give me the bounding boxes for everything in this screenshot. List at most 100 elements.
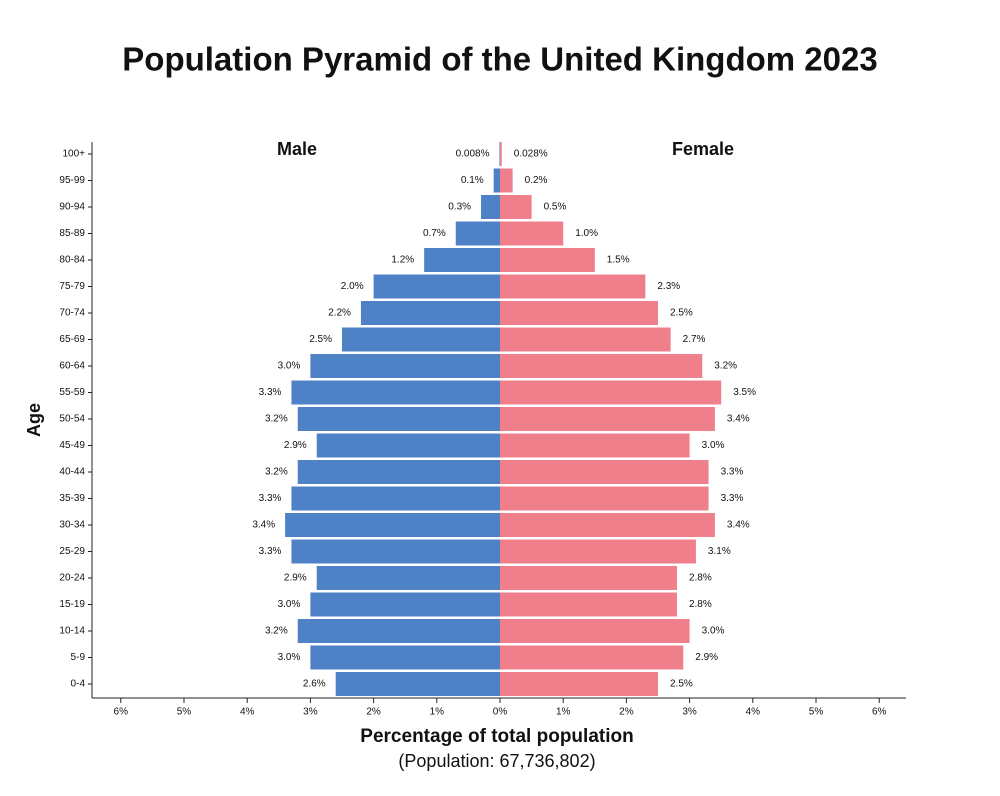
bar bbox=[500, 407, 715, 431]
x-tick-label: 4% bbox=[240, 707, 255, 718]
bar bbox=[335, 672, 500, 696]
value-label: 3.3% bbox=[259, 546, 282, 557]
legend-female: Female bbox=[672, 139, 734, 159]
value-label: 1.2% bbox=[391, 255, 414, 266]
value-label: 3.5% bbox=[733, 387, 756, 398]
bar bbox=[455, 221, 500, 246]
bar bbox=[316, 566, 500, 590]
y-tick-label: 75-79 bbox=[59, 281, 85, 292]
bar bbox=[500, 513, 715, 537]
y-tick-label: 10-14 bbox=[59, 626, 85, 637]
x-axis-label: Percentage of total population bbox=[360, 726, 633, 747]
y-tick-label: 50-54 bbox=[59, 414, 85, 425]
value-label: 3.0% bbox=[278, 652, 301, 663]
bar bbox=[424, 248, 500, 272]
value-label: 3.3% bbox=[721, 493, 744, 504]
bar bbox=[500, 592, 677, 617]
y-tick-label: 45-49 bbox=[59, 440, 85, 451]
y-tick-label: 95-99 bbox=[59, 175, 85, 186]
y-tick-label: 100+ bbox=[62, 149, 85, 160]
value-label: 3.3% bbox=[259, 493, 282, 504]
y-tick-label: 40-44 bbox=[59, 467, 85, 478]
value-label: 2.0% bbox=[341, 281, 364, 292]
bar bbox=[500, 486, 709, 511]
value-label: 3.0% bbox=[702, 626, 725, 637]
bar bbox=[297, 619, 500, 643]
bar bbox=[500, 142, 502, 166]
bar bbox=[500, 645, 684, 670]
bar bbox=[500, 539, 696, 564]
value-label: 3.0% bbox=[702, 440, 725, 451]
x-tick-label: 5% bbox=[177, 707, 192, 718]
value-label: 2.8% bbox=[689, 573, 712, 584]
x-tick-label: 6% bbox=[872, 707, 887, 718]
x-tick-label: 5% bbox=[809, 707, 824, 718]
y-tick-label: 25-29 bbox=[59, 546, 85, 557]
bar bbox=[373, 274, 500, 299]
y-tick-label: 55-59 bbox=[59, 387, 85, 398]
y-tick-label: 80-84 bbox=[59, 255, 85, 266]
value-label: 0.1% bbox=[461, 175, 484, 186]
value-label: 0.5% bbox=[544, 202, 567, 213]
value-label: 3.2% bbox=[265, 626, 288, 637]
value-label: 2.9% bbox=[695, 652, 718, 663]
bar bbox=[500, 274, 646, 299]
bar bbox=[316, 433, 500, 458]
value-label: 0.7% bbox=[423, 228, 446, 239]
bar bbox=[500, 566, 677, 590]
value-label: 3.4% bbox=[727, 520, 750, 531]
value-label: 2.8% bbox=[689, 599, 712, 610]
value-label: 2.9% bbox=[284, 440, 307, 451]
x-tick-label: 4% bbox=[746, 707, 761, 718]
y-tick-label: 15-19 bbox=[59, 599, 85, 610]
bar bbox=[500, 248, 595, 272]
y-tick-label: 85-89 bbox=[59, 228, 85, 239]
bar bbox=[500, 221, 564, 246]
bar bbox=[500, 380, 722, 405]
y-tick-label: 0-4 bbox=[71, 679, 86, 690]
value-label: 3.2% bbox=[714, 361, 737, 372]
y-axis-label: Age bbox=[24, 403, 44, 437]
x-tick-label: 1% bbox=[556, 707, 571, 718]
bar bbox=[493, 168, 500, 193]
y-tick-label: 65-69 bbox=[59, 334, 85, 345]
bar bbox=[291, 380, 500, 405]
x-tick-label: 6% bbox=[114, 707, 129, 718]
bar bbox=[500, 301, 659, 325]
bar bbox=[500, 460, 709, 484]
x-tick-label: 1% bbox=[430, 707, 445, 718]
value-label: 3.1% bbox=[708, 546, 731, 557]
x-tick-label: 0% bbox=[493, 707, 508, 718]
x-tick-label: 3% bbox=[303, 707, 318, 718]
value-label: 3.3% bbox=[259, 387, 282, 398]
value-label: 2.6% bbox=[303, 679, 326, 690]
y-tick-label: 30-34 bbox=[59, 520, 85, 531]
bar bbox=[291, 486, 500, 511]
value-label: 3.0% bbox=[278, 361, 301, 372]
bar bbox=[360, 301, 500, 325]
value-label: 3.3% bbox=[721, 467, 744, 478]
bar bbox=[297, 460, 500, 484]
value-label: 3.4% bbox=[727, 414, 750, 425]
y-tick-label: 35-39 bbox=[59, 493, 85, 504]
value-label: 1.0% bbox=[575, 228, 598, 239]
bar bbox=[500, 433, 690, 458]
y-tick-label: 20-24 bbox=[59, 573, 85, 584]
legend-male: Male bbox=[277, 139, 317, 159]
value-label: 2.3% bbox=[657, 281, 680, 292]
y-tick-label: 90-94 bbox=[59, 202, 85, 213]
value-label: 0.3% bbox=[448, 202, 471, 213]
subtitle: (Population: 67,736,802) bbox=[398, 751, 595, 771]
value-label: 2.5% bbox=[670, 679, 693, 690]
value-label: 0.028% bbox=[514, 149, 548, 160]
bar bbox=[310, 354, 500, 378]
value-label: 2.7% bbox=[683, 334, 706, 345]
value-label: 3.2% bbox=[265, 414, 288, 425]
bar bbox=[341, 327, 500, 352]
value-label: 3.4% bbox=[252, 520, 275, 531]
chart-title: Population Pyramid of the United Kingdom… bbox=[122, 41, 877, 78]
x-tick-label: 2% bbox=[366, 707, 381, 718]
value-label: 0.008% bbox=[456, 149, 490, 160]
value-label: 2.5% bbox=[309, 334, 332, 345]
